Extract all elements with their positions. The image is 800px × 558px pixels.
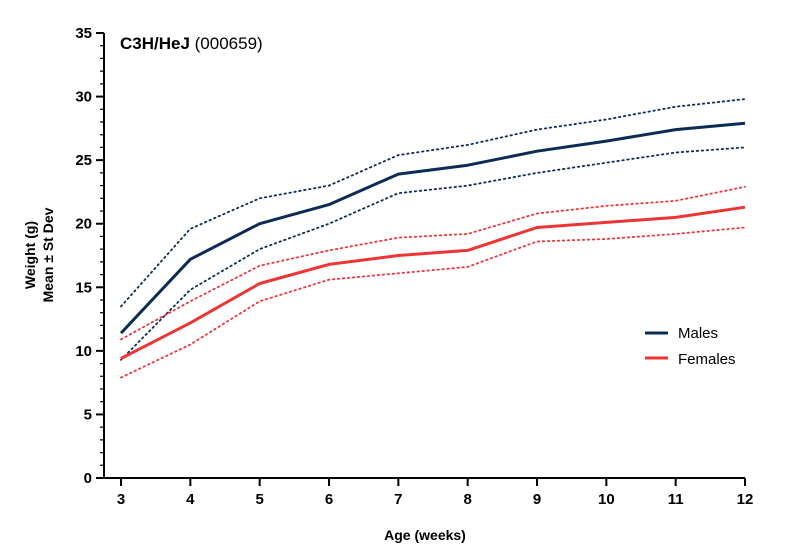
chart-title: C3H/HeJ (000659) (120, 34, 263, 53)
x-tick-label: 11 (668, 491, 684, 508)
x-tick-label: 7 (394, 491, 402, 508)
y-tick-label: 35 (75, 25, 92, 42)
legend-item-males: Males (645, 325, 718, 342)
chart-title-stock-number: (000659) (190, 34, 263, 53)
y-tick-label: 30 (75, 89, 92, 106)
x-tick-label: 12 (737, 491, 754, 508)
y-tick-label: 0 (84, 470, 92, 487)
axes (103, 33, 745, 479)
females-lower-sd-line (120, 226, 746, 379)
males-mean-line (119, 121, 746, 335)
y-axis-title-line2: Mean ± St Dev (40, 207, 56, 302)
x-tick-label: 6 (325, 491, 333, 508)
females-upper-sd-line (120, 185, 746, 341)
chart-title-strain: C3H/HeJ (120, 34, 190, 53)
y-tick-label: 25 (75, 152, 92, 169)
series-females (120, 185, 746, 379)
females-mean-line (120, 205, 746, 360)
males-upper-sd-line (120, 98, 746, 308)
series-males (119, 98, 746, 361)
x-tick-label: 8 (463, 491, 471, 508)
legend-label-males: Males (678, 325, 718, 342)
legend-item-females: Females (645, 351, 736, 368)
y-tick-label: 10 (75, 343, 92, 360)
x-axis-title: Age (weeks) (384, 527, 466, 543)
x-tick-label: 10 (598, 491, 615, 508)
y-tick-label: 5 (84, 406, 92, 423)
y-axis-title: Weight (g) Mean ± St Dev (22, 207, 56, 302)
legend-label-females: Females (678, 351, 736, 368)
y-axis-title-line1: Weight (g) (22, 221, 38, 289)
x-tick-label: 4 (186, 491, 195, 508)
legend: Males Females (645, 325, 736, 368)
x-tick-label: 3 (117, 491, 125, 508)
x-tick-label: 9 (533, 491, 541, 508)
y-tick-label: 20 (75, 216, 92, 233)
y-tick-label: 15 (75, 279, 92, 296)
x-tick-label: 5 (255, 491, 263, 508)
